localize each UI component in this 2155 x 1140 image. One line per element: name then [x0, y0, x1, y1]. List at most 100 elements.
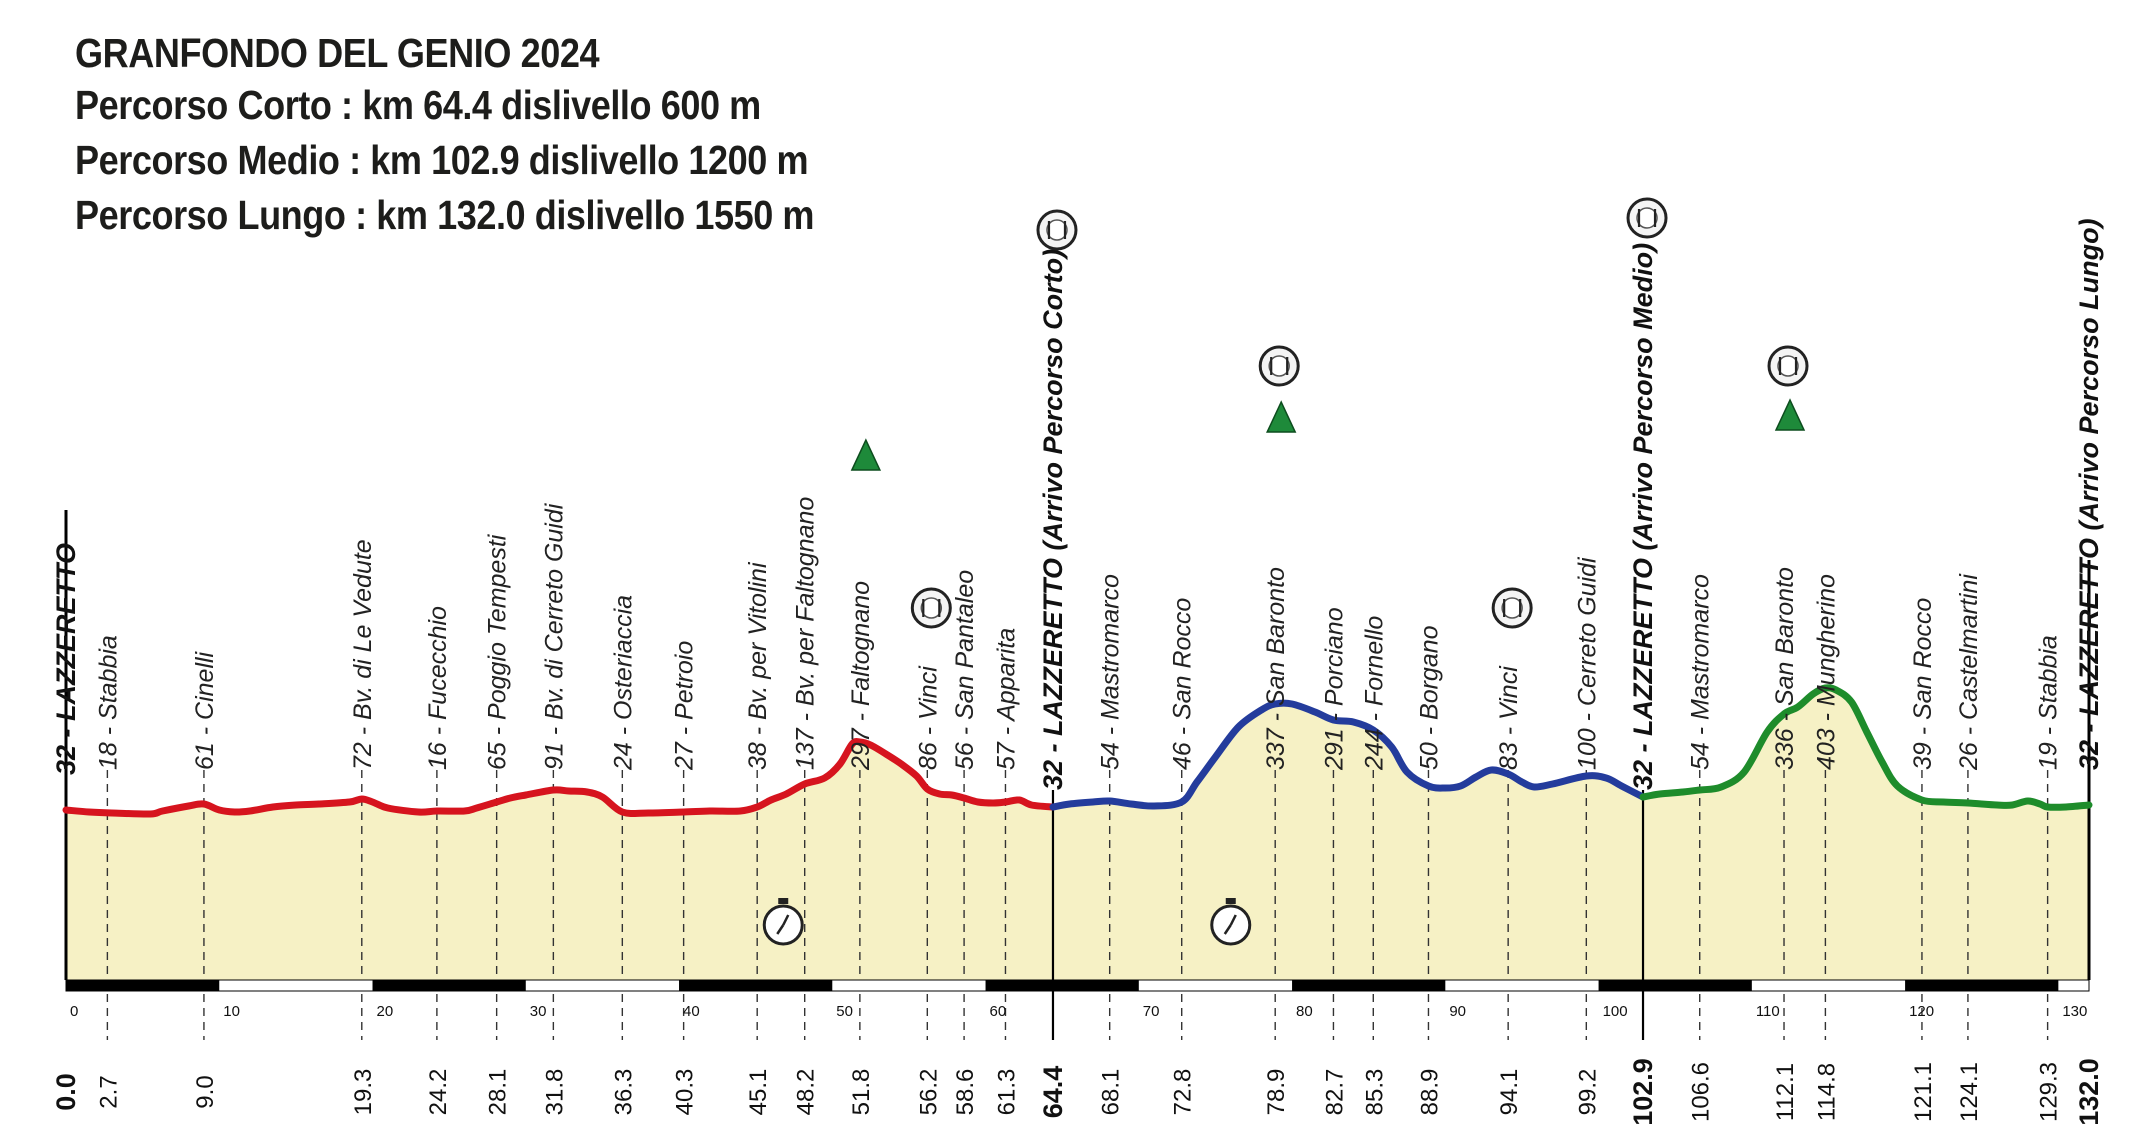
scale-segment — [985, 980, 1139, 991]
waypoint-name: 297 - Faltognano — [847, 581, 875, 771]
waypoint-name: 32 - LAZZERETTO — [51, 543, 81, 775]
km-label: 51.8 — [848, 1069, 875, 1116]
profile-line-segment — [62, 738, 1057, 818]
waypoint-name: 56 - San Pantaleo — [951, 570, 979, 770]
timer-icon-hand — [1223, 924, 1232, 935]
km-label: 28.1 — [485, 1069, 512, 1116]
waypoint-name: 16 - Fucecchio — [424, 606, 452, 770]
food-icon-plate — [1636, 207, 1658, 229]
food-icon-plate — [920, 597, 943, 619]
food-icon-plate — [1268, 355, 1290, 377]
waypoint-name: 65 - Poggio Tempesti — [484, 533, 512, 770]
waypoint-name: 244 - Fornello — [1360, 616, 1388, 771]
timer-icon-button — [1225, 898, 1236, 904]
summit-icon-shape — [850, 438, 882, 471]
km-label: 68.1 — [1098, 1069, 1125, 1116]
waypoint-name: 337 - San Baronto — [1262, 567, 1290, 770]
km-label: 2.7 — [95, 1075, 122, 1108]
scale-segment — [679, 980, 833, 991]
km-label: 58.6 — [952, 1069, 979, 1116]
waypoint-name: 54 - Mastromarco — [1097, 574, 1125, 770]
food-icon — [1626, 197, 1668, 239]
scale-segment — [1905, 980, 2059, 991]
waypoint-name: 32 - LAZZERETTO (Arrivo Percorso Medio) — [1628, 243, 1658, 790]
scale-segment — [372, 980, 526, 991]
timer-icon-button — [778, 898, 789, 904]
scale-tick-label: 110 — [1756, 1003, 1780, 1020]
scale-tick-label: 40 — [683, 1003, 700, 1020]
waypoint-name: 50 - Borgano — [1415, 625, 1443, 770]
waypoint-name: 72 - Bv. di Le Vedute — [349, 539, 377, 770]
km-label: 112.1 — [1772, 1063, 1799, 1121]
waypoint-labels-group: 0.0 32 - LAZZERETTO 2.7 18 - Stabbia 9.0 61 -… — [51, 218, 2104, 1125]
profile-line-group — [62, 684, 2093, 818]
scale-tick-label: 130 — [2062, 1003, 2087, 1020]
km-label: 56.2 — [915, 1069, 942, 1116]
timer-icon-hand — [782, 914, 790, 926]
route-short: Percorso Corto : km 64.4 dislivello 600 … — [75, 82, 761, 128]
food-icon-plate — [1777, 355, 1799, 377]
scale-tick-label: 20 — [377, 1003, 394, 1020]
waypoint-name: 38 - Bv. per Vitolini — [744, 561, 772, 770]
page-title: GRANFONDO DEL GENIO 2024 — [75, 30, 600, 76]
km-label: 88.9 — [1416, 1069, 1443, 1116]
km-label: 48.2 — [793, 1069, 820, 1116]
waypoint-name: 26 - Castelmartini — [1955, 573, 1983, 771]
scale-tick-label: 100 — [1603, 1003, 1628, 1020]
km-label: 64.4 — [1038, 1066, 1068, 1119]
waypoint-name: 100 - Cerreto Guidi — [1573, 556, 1601, 770]
waypoint-name: 39 - San Rocco — [1909, 598, 1937, 770]
timer-icon-hand — [1229, 914, 1237, 926]
route-long: Percorso Lungo : km 132.0 dislivello 155… — [75, 192, 815, 238]
km-label: 82.7 — [1321, 1069, 1348, 1116]
waypoint-name: 32 - LAZZERETTO (Arrivo Percorso Corto) — [1038, 249, 1068, 790]
icons-group — [762, 197, 1809, 946]
scale-tick-label: 10 — [223, 1003, 240, 1020]
food-icon — [1491, 587, 1533, 629]
km-label: 61.3 — [993, 1069, 1020, 1116]
km-label: 9.0 — [192, 1075, 219, 1108]
scale-tick-label: 120 — [1909, 1003, 1934, 1020]
waypoint-name: 19 - Stabbia — [2035, 635, 2063, 770]
food-icon-plate — [1501, 597, 1523, 619]
km-label: 36.3 — [610, 1069, 637, 1116]
waypoint-name: 24 - Osteriaccia — [609, 595, 637, 771]
km-label: 40.3 — [672, 1069, 699, 1116]
timer-icon — [1210, 898, 1252, 946]
waypoint-name: 403 - Mungherino — [1812, 574, 1840, 770]
scale-segment — [66, 980, 220, 991]
waypoint-name: 91 - Bv. di Cerreto Guidi — [540, 502, 568, 770]
waypoint-name: 54 - Mastromarco — [1687, 574, 1715, 770]
waypoint-name: 57 - Apparita — [992, 628, 1020, 770]
km-label: 99.2 — [1574, 1069, 1601, 1116]
waypoint-name: 61 - Cinelli — [191, 650, 219, 770]
food-icon — [1767, 345, 1809, 387]
km-label: 132.0 — [2074, 1058, 2104, 1126]
summit-icon — [850, 438, 882, 471]
km-label: 45.1 — [745, 1069, 772, 1116]
food-icon — [910, 587, 952, 629]
km-label: 31.8 — [541, 1069, 568, 1116]
profile-fill-group — [64, 510, 2091, 980]
waypoint-name: 32 - LAZZERETTO (Arrivo Percorso Lungo) — [2074, 218, 2104, 770]
km-label: 129.3 — [2036, 1062, 2063, 1122]
km-label: 0.0 — [51, 1073, 81, 1111]
km-label: 72.8 — [1170, 1069, 1197, 1116]
km-label: 124.1 — [1956, 1062, 1983, 1122]
waypoint-name: 137 - Bv. per Faltognano — [792, 497, 820, 770]
scale-tick-label: 30 — [530, 1003, 547, 1020]
waypoint-name: 46 - San Rocco — [1169, 598, 1197, 770]
scale-segment — [1292, 980, 1446, 991]
scale-tick-label: 90 — [1449, 1003, 1466, 1020]
waypoint-name: 336 - San Baronto — [1771, 567, 1799, 770]
waypoint-name: 18 - Stabbia — [94, 635, 122, 770]
waypoint-leaders-group — [106, 770, 2049, 1040]
waypoint-name: 86 - Vinci — [914, 665, 942, 770]
profile-line-segment — [1049, 699, 1647, 811]
km-label: 121.1 — [1910, 1062, 1937, 1122]
timer-icon — [762, 898, 804, 946]
distance-scale-group: 0 10 20 30 40 50 60 70 80 90 100 110 120 130 — [65, 979, 2090, 1020]
km-label: 19.3 — [350, 1069, 377, 1116]
summit-icon-shape — [1266, 400, 1297, 433]
waypoint-name: 27 - Petroio — [671, 641, 699, 771]
